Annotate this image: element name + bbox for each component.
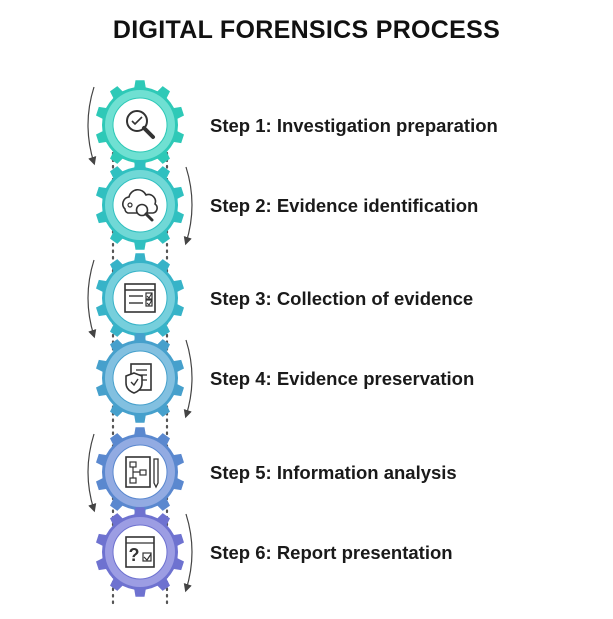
rotation-arrow — [87, 259, 97, 339]
flowchart-document-icon — [125, 456, 159, 489]
question-report-icon: ? — [125, 536, 155, 568]
rotation-arrow — [87, 433, 97, 513]
svg-text:?: ? — [129, 545, 140, 565]
step-label-4: Step 4: Evidence preservation — [210, 368, 475, 389]
step-label-5: Step 5: Information analysis — [210, 462, 457, 483]
rotation-arrow — [183, 339, 193, 419]
step-label-6: Step 6: Report presentation — [210, 542, 453, 563]
gear-step-6: ? — [96, 507, 184, 597]
rotation-arrow — [183, 513, 193, 593]
checklist-window-icon — [124, 283, 156, 313]
cloud-search-icon — [122, 189, 158, 222]
gear-step-4 — [96, 333, 184, 423]
gear-step-2 — [96, 160, 184, 250]
gear-step-5 — [96, 427, 184, 517]
rotation-arrow — [87, 86, 97, 166]
rotation-arrow — [183, 166, 193, 246]
gear-step-1 — [96, 80, 184, 170]
gear-center — [112, 97, 168, 153]
clipboard-shield-icon — [125, 363, 152, 394]
step-label-1: Step 1: Investigation preparation — [210, 115, 498, 136]
diagram-title: DIGITAL FORENSICS PROCESS — [112, 16, 501, 44]
magnifier-icon — [126, 110, 155, 139]
step-label-2: Step 2: Evidence identification — [210, 195, 479, 216]
step-label-3: Step 3: Collection of evidence — [210, 288, 474, 309]
gear-step-3 — [96, 253, 184, 343]
